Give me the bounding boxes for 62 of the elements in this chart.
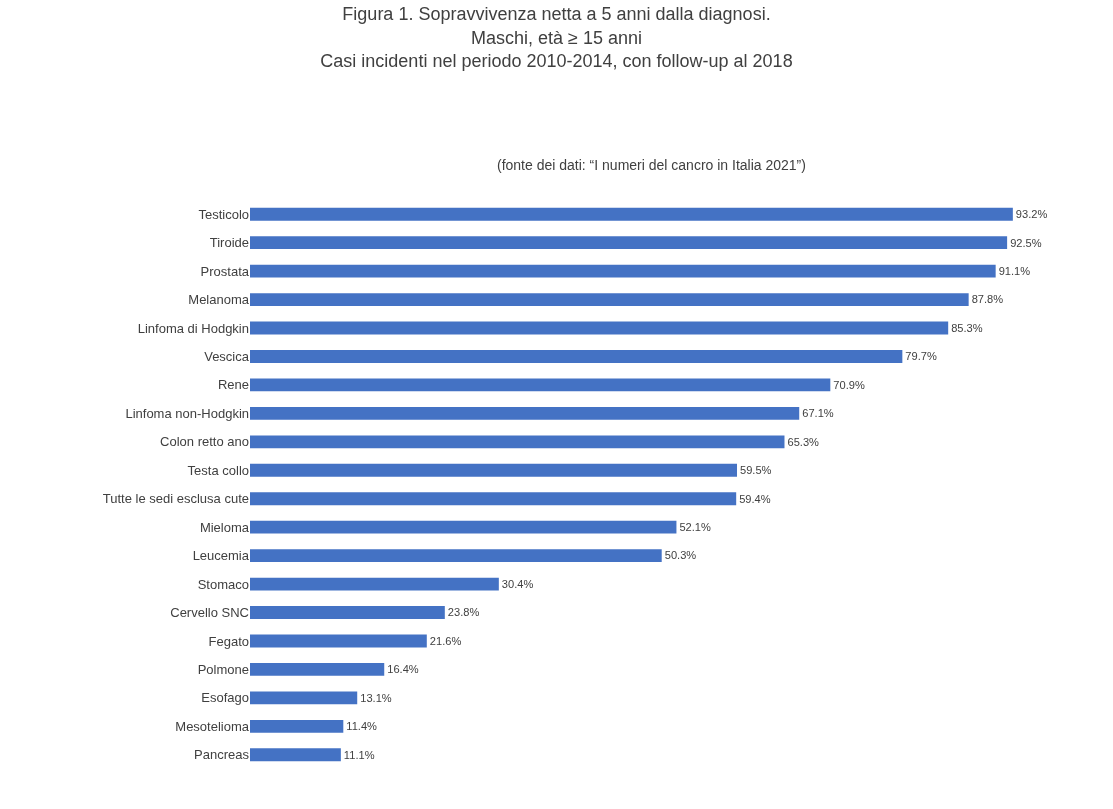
y-tick-label: Tiroide [209,235,249,251]
bar [250,435,785,449]
y-tick-label: Mieloma [199,519,250,535]
data-label: 70.9% [833,378,865,391]
bar [250,549,662,563]
data-label: 59.5% [740,464,772,477]
data-label: 50.3% [664,549,697,562]
y-tick-label: Prostata [200,263,250,279]
y-tick-label: Tutte le sedi esclusa cute [102,491,249,507]
bar [250,236,1008,250]
y-tick-label: Mesotelioma [175,718,250,734]
data-label: 11.1% [343,748,375,761]
data-label: 92.5% [1010,236,1042,249]
data-label: 11.4% [346,720,378,733]
data-label: 16.4% [387,663,419,676]
y-tick-label: Melanoma [188,292,250,308]
bar [250,207,1013,221]
y-tick-label: Testa collo [187,462,249,478]
chart-subtitle: (fonte dei dati: “I numeri del cancro in Italia 2021”) [497,157,806,173]
bar [250,350,903,363]
bar [250,406,800,420]
y-tick-label: Stomaco [197,576,249,592]
data-label: 23.8% [447,606,480,619]
data-label: 85.3% [951,321,983,334]
data-label: 65.3% [787,435,820,448]
bar [250,520,677,534]
y-tick-label: Leucemia [192,548,250,564]
data-label: 21.6% [429,634,462,647]
y-tick-label: Linfoma di Hodgkin [137,320,249,336]
bar [250,577,499,591]
y-tick-label: Polmone [197,661,249,677]
bar [250,663,385,676]
bar [250,293,969,306]
y-tick-label: Testicolo [198,206,249,222]
y-tick-label: Esofago [201,690,249,706]
y-tick-label: Fegato [208,633,249,649]
bar [250,748,341,762]
data-label: 67.1% [802,407,834,420]
data-label: 79.7% [905,350,937,363]
data-label: 52.1% [679,521,712,534]
bar [250,492,737,506]
bar [250,463,738,477]
data-label: 87.8% [971,293,1004,306]
bar [250,719,344,733]
y-tick-label: Colon retto ano [160,434,249,450]
data-label: 93.2% [1015,208,1048,221]
chart-title: Figura 1. Sopravvivenza netta a 5 anni dalla diagnosi. Maschi, età ≥ 15 anni Casi incidenti nel periodo 2010-2014, con follow-up al 2018 [320,4,793,72]
bar [250,378,831,392]
y-tick-label: Vescica [204,349,250,365]
bar [250,634,427,648]
bar [250,321,949,335]
y-tick-label: Rene [217,377,249,393]
data-label: 59.4% [739,492,771,505]
bar [250,606,445,619]
data-label: 30.4% [501,577,534,590]
y-tick-label: Cervello SNC [170,605,249,621]
bar [250,691,358,705]
bar [250,264,996,278]
data-label: 13.1% [360,691,392,704]
data-label: 91.1% [998,264,1031,277]
y-tick-label: Pancreas [194,747,250,763]
y-tick-label: Linfoma non-Hodgkin [125,405,249,421]
